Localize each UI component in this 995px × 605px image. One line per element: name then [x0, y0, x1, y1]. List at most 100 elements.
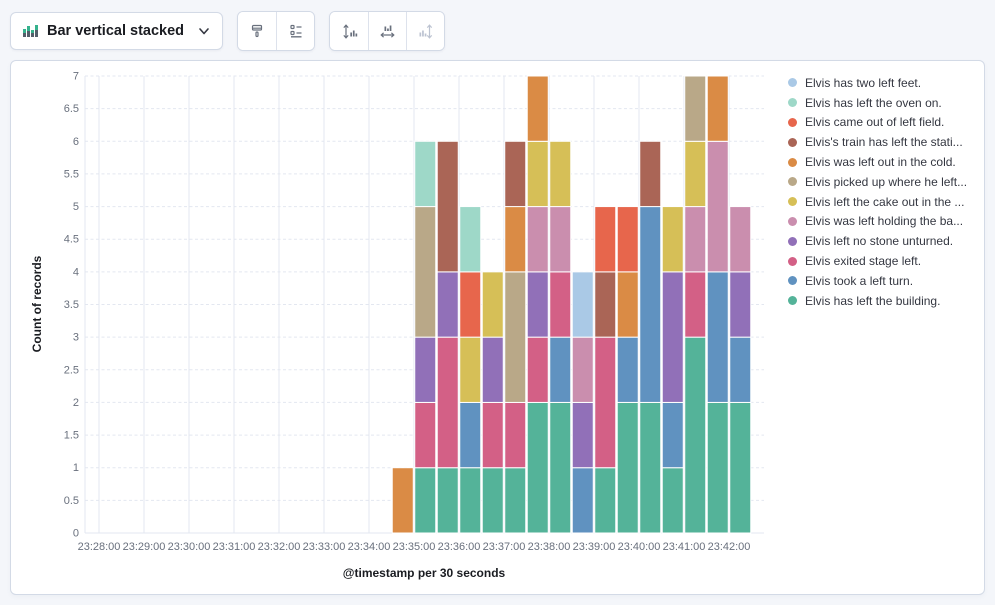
bar-segment[interactable] — [729, 336, 752, 403]
legend-item[interactable]: Elvis came out of left field. — [788, 113, 967, 133]
x-tick-label: 23:37:00 — [483, 541, 526, 553]
bar-segment[interactable] — [391, 467, 414, 534]
bar-segment[interactable] — [639, 206, 662, 403]
bar-segment[interactable] — [571, 271, 594, 338]
bar-segment[interactable] — [459, 206, 482, 273]
bar-segment[interactable] — [616, 401, 639, 534]
chart-type-dropdown[interactable]: Bar vertical stacked — [10, 12, 224, 50]
bar-segment[interactable] — [414, 206, 437, 338]
y-axis-title: Count of records — [30, 255, 44, 353]
legend-item[interactable]: Elvis's train has left the stati... — [788, 132, 967, 152]
bar-segment[interactable] — [706, 401, 729, 534]
bar-segment[interactable] — [661, 271, 684, 403]
bar-segment[interactable] — [549, 206, 572, 273]
bar-segment[interactable] — [571, 336, 594, 403]
bar-segment[interactable] — [571, 467, 594, 534]
bar-segment[interactable] — [661, 467, 684, 534]
bar-segment[interactable] — [549, 140, 572, 208]
bar-segment[interactable] — [481, 271, 504, 338]
bar-segment[interactable] — [706, 75, 729, 142]
legend-item-label: Elvis's train has left the stati... — [805, 135, 963, 150]
y-tick-label: 0 — [73, 528, 79, 540]
bar-segment[interactable] — [616, 271, 639, 338]
legend-item[interactable]: Elvis left the cake out in the ... — [788, 192, 967, 212]
bar-segment[interactable] — [414, 336, 437, 403]
bar-segment[interactable] — [661, 206, 684, 273]
bar-segment[interactable] — [639, 401, 662, 534]
legend-color-dot — [788, 98, 797, 108]
bar-segment[interactable] — [436, 271, 459, 338]
bar-segment[interactable] — [459, 336, 482, 403]
legend-item-label: Elvis came out of left field. — [805, 115, 945, 130]
bar-segment[interactable] — [616, 336, 639, 403]
brush-tool-button[interactable] — [238, 12, 277, 50]
legend-item[interactable]: Elvis left no stone unturned. — [788, 231, 967, 251]
bar-segment[interactable] — [639, 140, 662, 208]
bar-segment[interactable] — [459, 467, 482, 534]
legend-item[interactable]: Elvis picked up where he left... — [788, 172, 967, 192]
bar-segment[interactable] — [616, 206, 639, 273]
bar-segment[interactable] — [504, 206, 527, 273]
bar-segment[interactable] — [504, 140, 527, 208]
bar-segment[interactable] — [594, 271, 617, 338]
bar-segment[interactable] — [504, 467, 527, 534]
bar-segment[interactable] — [594, 206, 617, 273]
bar-segment[interactable] — [481, 467, 504, 534]
bar-segment[interactable] — [684, 271, 707, 338]
legend-item[interactable]: Elvis was left holding the ba... — [788, 212, 967, 232]
legend-item[interactable]: Elvis was left out in the cold. — [788, 152, 967, 172]
bar-segment[interactable] — [661, 401, 684, 469]
bar-segment[interactable] — [549, 271, 572, 338]
bar-segment[interactable] — [729, 271, 752, 338]
bar-segment[interactable] — [684, 75, 707, 142]
bar-segment[interactable] — [594, 336, 617, 469]
y-axis-settings-button[interactable] — [330, 12, 369, 50]
bar-segment[interactable] — [549, 401, 572, 534]
legend-item[interactable]: Elvis has left the building. — [788, 291, 967, 311]
bar-segment[interactable] — [436, 140, 459, 273]
bars-vertical-arrow-disabled-icon — [419, 23, 433, 39]
bar-segment[interactable] — [481, 401, 504, 469]
bar-segment[interactable] — [526, 140, 549, 208]
legend-item-label: Elvis was left holding the ba... — [805, 214, 964, 229]
bar-segment[interactable] — [459, 401, 482, 469]
bar-segment[interactable] — [729, 401, 752, 534]
bar-segment[interactable] — [459, 271, 482, 338]
bar-segment[interactable] — [436, 467, 459, 534]
bar-segment[interactable] — [414, 467, 437, 534]
bar-segment[interactable] — [481, 336, 504, 403]
bar-segment[interactable] — [504, 401, 527, 469]
bar-segment[interactable] — [729, 206, 752, 273]
bar-segment[interactable] — [571, 401, 594, 469]
y-tick-label: 5.5 — [64, 168, 79, 180]
bar-segment[interactable] — [526, 401, 549, 534]
bar-segment[interactable] — [549, 336, 572, 403]
bar-segment[interactable] — [526, 75, 549, 142]
bar-segment[interactable] — [414, 140, 437, 208]
x-axis-settings-button[interactable] — [368, 12, 407, 50]
bar-segment[interactable] — [706, 140, 729, 273]
bar-segment[interactable] — [594, 467, 617, 534]
bar-segment[interactable] — [436, 336, 459, 469]
bar-segment[interactable] — [706, 271, 729, 403]
legend-item[interactable]: Elvis has two left feet. — [788, 73, 967, 93]
legend-item[interactable]: Elvis exited stage left. — [788, 251, 967, 271]
legend-item[interactable]: Elvis took a left turn. — [788, 271, 967, 291]
bar-segment[interactable] — [414, 401, 437, 469]
x-tick-label: 23:31:00 — [213, 541, 256, 553]
bar-segment[interactable] — [526, 336, 549, 403]
y-tick-label: 2.5 — [64, 364, 79, 376]
legend-item-label: Elvis exited stage left. — [805, 254, 922, 269]
bar-segment[interactable] — [684, 206, 707, 273]
bar-segment[interactable] — [684, 140, 707, 208]
legend-settings-button[interactable] — [276, 12, 315, 50]
secondary-y-axis-settings-button[interactable] — [406, 12, 445, 50]
bar-segment[interactable] — [526, 271, 549, 338]
legend-item[interactable]: Elvis has left the oven on. — [788, 93, 967, 113]
bar-segment[interactable] — [684, 336, 707, 534]
bar-segment[interactable] — [504, 271, 527, 403]
x-tick-label: 23:28:00 — [78, 541, 121, 553]
axis-controls-group — [329, 11, 446, 51]
bar-segment[interactable] — [526, 206, 549, 273]
